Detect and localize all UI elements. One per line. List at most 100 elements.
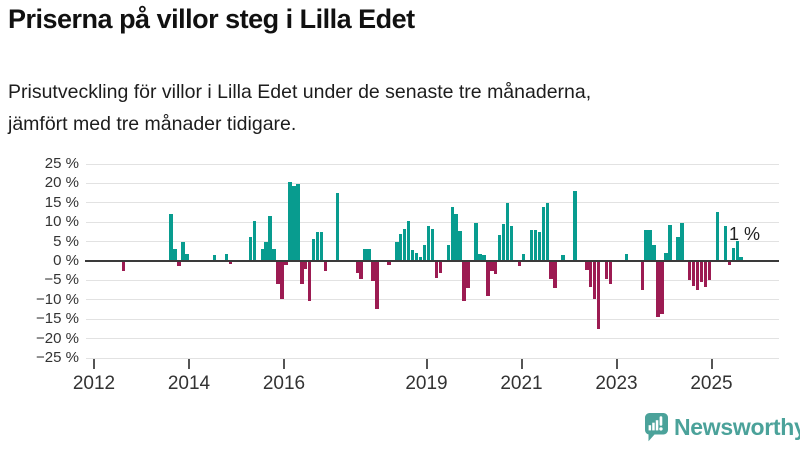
bar-2023-08 [644,229,648,261]
bar-2022-08 [596,261,601,330]
gridline-10 [86,221,779,223]
bar-2020-08 [501,223,506,261]
bar-2016-10 [319,232,324,261]
gridline--15 [86,318,779,320]
bar-2022-07 [593,261,597,299]
gridline-15 [86,202,779,204]
y-axis-label: −5 % [44,271,79,289]
y-axis-label: 0 % [53,252,79,269]
newsworthy-logo: Newsworthy [644,412,800,443]
bar-2018-10 [414,252,419,261]
bar-2022-10 [604,261,609,280]
bar-2021-01 [521,254,526,261]
bar-2024-05 [680,222,684,261]
y-axis-label: 10 % [44,213,79,231]
bar-2023-10 [652,245,656,261]
bar-2017-12 [375,261,379,309]
bar-2025-05 [727,261,731,266]
bar-2025-06 [731,247,735,261]
bar-2017-08 [359,261,363,280]
x-axis-tick [615,359,618,369]
bar-2019-09 [458,230,462,261]
bar-2024-09 [695,261,700,291]
bar-2020-10 [509,225,514,261]
bar-2021-09 [553,261,557,289]
bar-2017-11 [371,261,375,281]
bar-2023-03 [624,254,629,261]
bar-2021-07 [545,202,549,261]
subtitle-line-2: jämfört med tre månader tidigare. [8,113,297,135]
gridline--5 [86,279,779,281]
y-axis-label: −25 % [36,349,79,366]
bar-2024-07 [688,261,692,280]
bar-2019-10 [462,261,466,302]
bar-2020-01 [474,222,478,261]
bar-2013-08 [169,214,173,261]
bar-2014-07 [213,255,217,261]
bar-2019-06 [446,244,450,261]
bar-2019-08 [454,214,458,261]
bar-2015-07 [260,249,264,261]
chart-subtitle: Prisutveckling för villor i Lilla Edet u… [8,76,591,140]
bar-2019-04 [438,261,443,273]
gridline-25 [86,163,779,165]
gridline--10 [86,299,779,301]
bar-2021-03 [529,229,534,261]
bar-2019-03 [434,261,439,279]
y-axis-label: 5 % [53,232,79,250]
bar-2023-12 [660,261,664,314]
bar-2016-11 [323,261,328,271]
bar-2019-01 [426,226,431,261]
x-axis-label: 2025 [690,373,733,394]
bar-2016-04 [296,184,300,261]
x-axis-tick [520,359,523,369]
x-axis-label: 2023 [595,373,638,394]
bar-2024-04 [676,237,680,261]
bar-2017-02 [335,193,340,261]
y-axis-label: 25 % [44,155,79,172]
bar-2016-08 [311,238,316,261]
bar-2020-04 [486,261,490,296]
bar-2015-05 [252,221,256,261]
bar-2013-09 [173,248,177,261]
bar-2024-08 [691,261,696,286]
subtitle-line-1: Prisutveckling för villor i Lilla Edet u… [8,81,592,103]
bar-2023-07 [640,261,644,291]
bar-2025-07 [735,240,739,261]
bar-2018-07 [403,228,407,261]
bar-2025-02 [715,211,720,261]
bar-2021-06 [541,206,545,261]
bar-2013-12 [185,254,189,261]
bar-2016-09 [315,231,320,261]
gridline--25 [86,357,779,359]
bar-2015-04 [248,236,253,261]
bar-2019-02 [430,228,435,261]
bar-2015-08 [264,241,268,261]
bar-2012-08 [121,261,126,271]
x-axis-tick [93,359,95,369]
x-axis-tick [710,359,713,369]
bar-2020-07 [498,234,502,261]
bar-2024-02 [668,225,672,261]
y-axis-label: 20 % [44,174,79,192]
bar-2020-03 [482,255,486,261]
bar-2020-09 [505,202,510,261]
bar-2021-11 [561,255,565,261]
bar-2020-02 [478,254,482,261]
bar-2018-09 [410,250,415,261]
bar-2022-11 [608,261,613,285]
bar-2017-09 [363,248,367,261]
bar-2018-06 [399,233,403,261]
bar-2024-01 [664,252,668,261]
bar-2024-10 [699,261,704,283]
gridline--20 [86,338,779,340]
bar-2016-03 [292,185,296,261]
bar-2020-12 [517,261,522,267]
bar-2018-12 [422,245,427,261]
latest-value-annotation: 1 % [729,224,761,244]
x-axis-label: 2021 [500,373,543,394]
bar-2023-11 [656,261,660,317]
bar-2016-02 [288,181,292,261]
